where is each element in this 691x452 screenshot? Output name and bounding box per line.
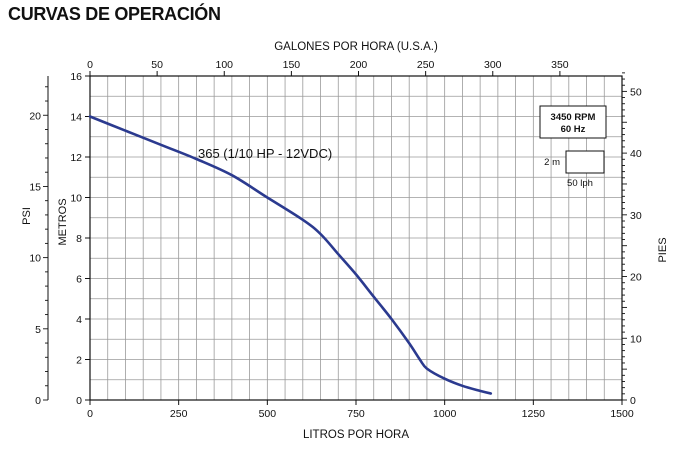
psi-tick-label: 0 — [35, 395, 41, 407]
x2-tick-label: 350 — [551, 59, 569, 71]
pies-tick-label: 0 — [630, 395, 636, 407]
x-tick-label: 0 — [87, 408, 93, 420]
y-tick-label: 14 — [70, 112, 82, 124]
pies-tick-label: 40 — [630, 148, 642, 160]
scale-box: 2 m 50 lph — [544, 150, 605, 189]
x2-tick-label: 50 — [151, 59, 163, 71]
plot-frame — [89, 75, 623, 401]
pies-tick-label: 10 — [630, 333, 642, 345]
psi-tick-label: 20 — [29, 110, 41, 122]
x2-tick-label: 150 — [283, 59, 301, 71]
y-tick-label: 4 — [76, 314, 82, 326]
x2-tick-label: 0 — [87, 59, 93, 71]
y-axis-label-pies: PIES — [657, 237, 669, 262]
x-tick-label: 1000 — [433, 408, 457, 420]
pies-tick-label: 20 — [630, 272, 642, 284]
y-axis-label-metros: METROS — [57, 198, 69, 245]
x-axis-label: LITROS POR HORA — [303, 429, 409, 441]
chart-grid — [90, 76, 622, 400]
y-tick-label: 8 — [76, 233, 82, 245]
x-tick-label: 750 — [347, 408, 365, 420]
x-tick-label: 1250 — [522, 408, 546, 420]
x2-tick-label: 100 — [215, 59, 233, 71]
pies-tick-label: 30 — [630, 210, 642, 222]
x-tick-label: 250 — [170, 408, 188, 420]
x-tick-label: 500 — [259, 408, 277, 420]
psi-tick-label: 5 — [35, 324, 41, 336]
y-tick-label: 2 — [76, 355, 82, 367]
psi-tick-label: 15 — [29, 181, 41, 193]
x2-axis-label: GALONES POR HORA (U.S.A.) — [274, 41, 438, 53]
x-tick-label: 1500 — [610, 408, 634, 420]
page-title: CURVAS DE OPERACIÓN — [8, 4, 221, 24]
y-tick-label: 6 — [76, 274, 82, 286]
scale-horizontal-label: 50 lph — [567, 178, 593, 189]
y-tick-label: 10 — [70, 193, 82, 205]
y-tick-label: 16 — [70, 71, 82, 83]
y-tick-label: 12 — [70, 152, 82, 164]
y-tick-label: 0 — [76, 395, 82, 407]
psi-tick-label: 10 — [29, 253, 41, 265]
speed-rpm-label: 3450 RPM — [551, 112, 596, 123]
x2-tick-label: 250 — [417, 59, 435, 71]
speed-box: 3450 RPM 60 Hz — [539, 105, 607, 139]
x2-tick-label: 300 — [484, 59, 502, 71]
speed-hz-label: 60 Hz — [561, 124, 586, 135]
y-axis-label-psi: PSI — [21, 207, 33, 225]
scale-vertical-label: 2 m — [544, 157, 560, 168]
curve-label: 365 (1/10 HP - 12VDC) — [198, 146, 332, 161]
x2-tick-label: 200 — [350, 59, 368, 71]
series-line-365 — [88, 115, 493, 395]
pies-tick-label: 50 — [630, 86, 642, 98]
